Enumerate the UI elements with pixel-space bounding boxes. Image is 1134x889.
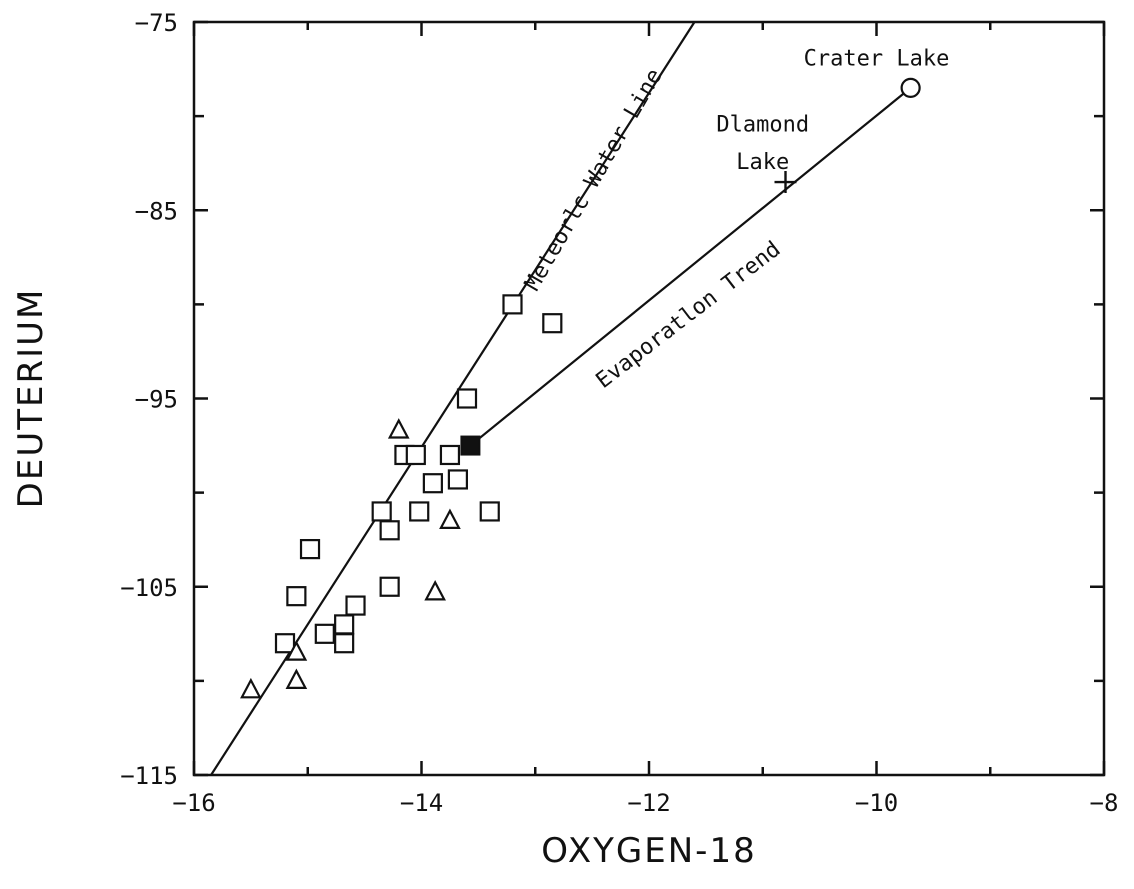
square-point	[334, 614, 355, 635]
square-point	[379, 520, 400, 541]
y-tick-label: −105	[120, 574, 178, 602]
x-tick-label: −12	[627, 789, 670, 817]
annotation-crater: Crater Lake	[804, 47, 950, 72]
annotation-diamond1: Dlamond	[716, 113, 809, 138]
annotation-evap: Evaporatlon Trend	[592, 237, 786, 394]
x-tick-label: −10	[855, 789, 898, 817]
square-point	[314, 623, 335, 644]
y-tick-label: −95	[135, 386, 178, 414]
triangle-point	[439, 508, 461, 529]
x-tick-label: −14	[400, 789, 443, 817]
tick-labels: −16 −14 −12 −10 −8 −115 −105 −95 −85 −75	[120, 9, 1118, 817]
y-tick-label: −85	[135, 197, 178, 225]
square-point	[334, 633, 355, 654]
triangle-point	[285, 668, 308, 689]
plot-frame	[192, 20, 1106, 777]
square-point	[274, 633, 296, 654]
triangle-point	[240, 677, 262, 699]
filled-square-point	[460, 435, 481, 456]
axis-ticks	[192, 20, 1106, 777]
annotations: Crater Lake Dlamond Lake Meteorlc Water Lin…	[520, 47, 949, 394]
triangle-point	[387, 418, 410, 439]
annotation-diamond2: Lake	[736, 150, 789, 175]
x-tick-label: −16	[172, 789, 215, 817]
square-point	[409, 501, 430, 522]
triangle-point	[285, 640, 308, 661]
y-axis-title: DEUTERIUM	[11, 288, 51, 509]
x-axis-title: OXYGEN-18	[541, 831, 756, 871]
square-point	[405, 444, 426, 466]
triangle-point	[424, 580, 446, 601]
square-point	[456, 388, 478, 409]
square-point	[447, 469, 468, 490]
plus-point	[774, 171, 797, 194]
square-point	[479, 501, 500, 522]
square-point	[422, 473, 443, 494]
x-tick-label: −8	[1090, 789, 1119, 817]
square-point	[379, 576, 400, 597]
square-point	[345, 595, 366, 616]
square-point	[502, 294, 523, 315]
square-point	[299, 538, 321, 560]
y-tick-label: −115	[120, 762, 178, 790]
square-point	[371, 501, 392, 522]
y-tick-label: −75	[135, 9, 178, 37]
annotation-mwl: Meteorlc Water Line	[520, 65, 667, 295]
square-point	[286, 586, 307, 607]
circle-point	[900, 77, 921, 98]
square-point	[439, 444, 461, 466]
data-points	[240, 77, 921, 699]
square-point	[542, 313, 563, 334]
trend-line-evaporation-trend	[469, 87, 912, 447]
